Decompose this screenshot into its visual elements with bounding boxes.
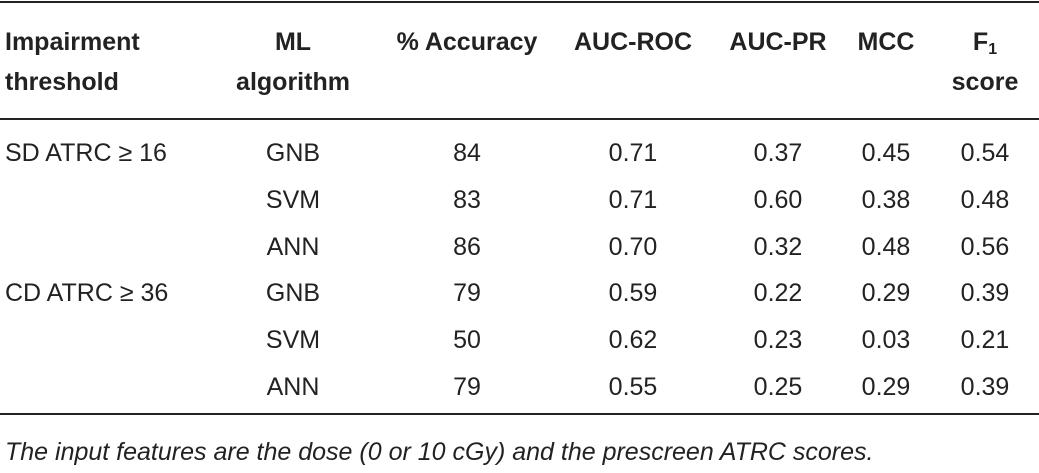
header-cell: algorithm	[236, 68, 350, 96]
data-cell: 0.56	[960, 232, 1010, 261]
header-cell: MCC	[858, 22, 915, 62]
data-cell: 0.03	[861, 326, 911, 355]
data-cell: 0.70	[608, 232, 658, 261]
data-cell: 0.21	[960, 326, 1010, 355]
top-rule	[0, 1, 1039, 3]
data-cell: 0.23	[753, 326, 803, 355]
header-rule	[0, 118, 1039, 120]
data-cell: ANN	[266, 373, 320, 401]
header-cell: score	[951, 68, 1019, 96]
data-cell: 0.71	[608, 185, 658, 214]
data-cell: 0.45	[861, 139, 911, 167]
header-text: F	[972, 28, 989, 56]
data-cell: 0.60	[753, 185, 803, 214]
header-text: AUC-ROC	[573, 28, 693, 56]
data-cell: 0.55	[608, 373, 658, 401]
data-cell: 0.29	[861, 373, 911, 401]
data-cell: SVM	[265, 326, 321, 355]
header-cell: threshold	[5, 68, 119, 96]
header-cell: AUC-PR	[729, 22, 826, 62]
header-cell: Impairment	[5, 22, 140, 62]
header-text: % Accuracy	[396, 28, 538, 56]
data-cell: ANN	[266, 232, 320, 261]
data-cell: 0.39	[960, 279, 1010, 308]
data-cell: 0.59	[608, 279, 658, 308]
footnote: The input features are the dose (0 or 10…	[5, 438, 874, 466]
data-cell: 84	[453, 139, 481, 167]
header-cell: % Accuracy	[397, 22, 538, 62]
header-subscript: 1	[988, 41, 998, 58]
data-cell: 0.32	[753, 232, 803, 261]
header-cell: ML	[275, 22, 311, 62]
threshold-cell: SD ATRC ≥ 16	[5, 139, 167, 167]
data-cell: 0.48	[861, 232, 911, 261]
data-cell: 0.39	[960, 373, 1010, 401]
bottom-rule	[0, 413, 1039, 415]
data-cell: 0.29	[861, 279, 911, 308]
data-cell: 0.71	[608, 139, 658, 167]
data-cell: GNB	[265, 139, 321, 167]
header-text: MCC	[857, 28, 915, 56]
data-cell: 79	[453, 279, 481, 308]
threshold-cell: CD ATRC ≥ 36	[5, 279, 169, 308]
data-cell: 0.25	[753, 373, 803, 401]
data-cell: 0.22	[753, 279, 803, 308]
data-cell: GNB	[265, 279, 321, 308]
header-cell: AUC-ROC	[574, 22, 692, 62]
data-cell: 86	[453, 232, 481, 261]
data-cell: 0.62	[608, 326, 658, 355]
header-text: AUC-PR	[729, 28, 827, 56]
data-cell: 83	[453, 185, 481, 214]
header-cell: F1	[973, 22, 997, 70]
header-text: Impairment	[5, 28, 140, 56]
data-cell: SVM	[265, 185, 321, 214]
data-cell: 0.38	[861, 185, 911, 214]
data-cell: 50	[453, 326, 481, 355]
data-cell: 0.37	[753, 139, 803, 167]
data-cell: 0.54	[960, 139, 1010, 167]
data-cell: 0.48	[960, 185, 1010, 214]
data-cell: 79	[453, 373, 481, 401]
header-text: ML	[274, 28, 312, 56]
